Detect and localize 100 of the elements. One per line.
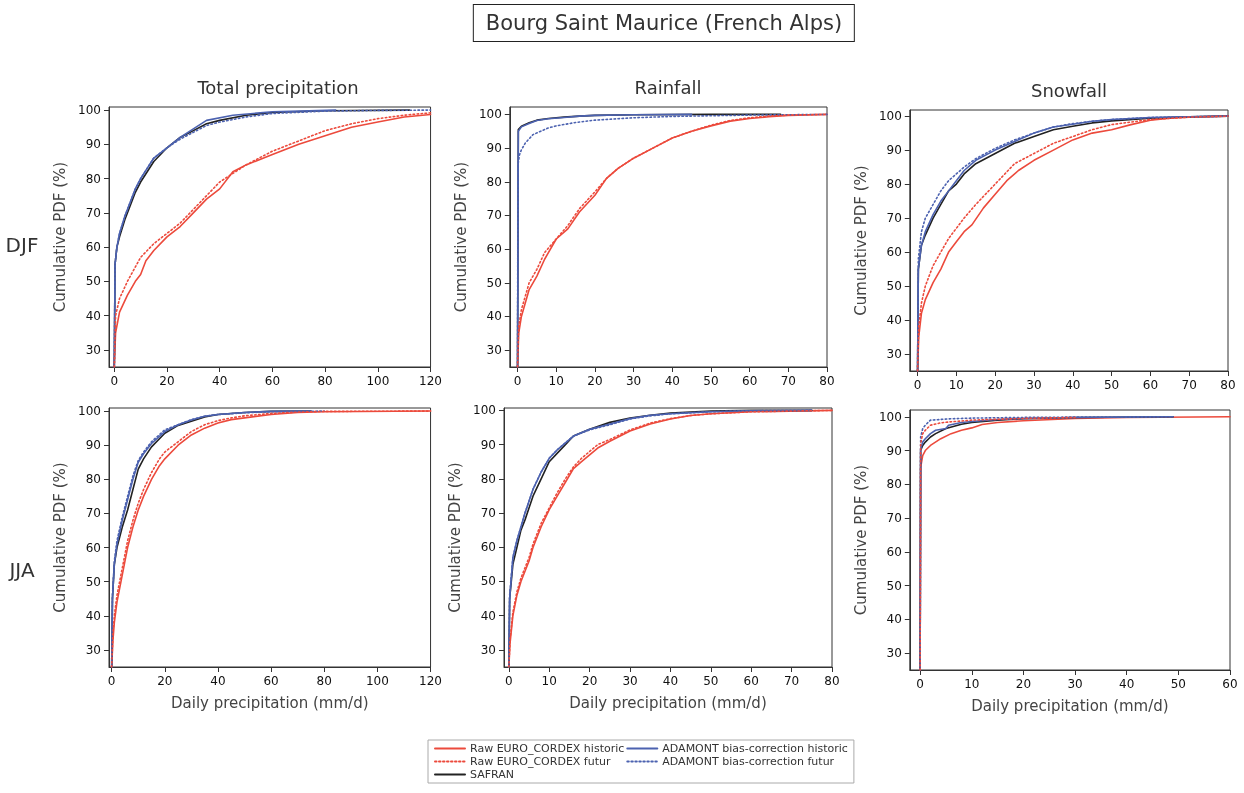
x-tick-label: 80 [824, 674, 840, 688]
x-tick-label: 60 [743, 674, 759, 688]
x-tick-label: 20 [1015, 677, 1032, 691]
x-tick-label: 60 [1142, 378, 1159, 392]
x-tick-label: 100 [366, 374, 390, 388]
y-tick-label: 30 [486, 343, 502, 358]
y-tick-label: 80 [85, 171, 101, 186]
y-tick-label: 40 [85, 608, 101, 623]
legend-label: Raw EURO_CORDEX historic [470, 742, 625, 755]
y-tick-label: 40 [486, 309, 502, 324]
y-axis-title: Cumulative PDF (%) [851, 165, 870, 316]
y-tick-label: 90 [480, 437, 496, 452]
x-tick-label: 80 [316, 674, 332, 688]
y-tick-label: 100 [478, 107, 502, 122]
y-axis-title: Cumulative PDF (%) [851, 464, 870, 616]
y-tick-label: 50 [886, 279, 902, 294]
legend-label: ADAMONT bias-correction futur [662, 755, 835, 768]
y-tick-label: 70 [85, 205, 101, 220]
y-tick-label: 60 [886, 245, 902, 260]
legend-label: Raw EURO_CORDEX futur [470, 755, 611, 768]
y-tick-label: 80 [85, 472, 101, 487]
x-tick-label: 120 [419, 674, 442, 688]
y-axis-title: Cumulative PDF (%) [445, 462, 464, 613]
y-tick-label: 90 [886, 143, 902, 158]
y-axis-title: Cumulative PDF (%) [451, 161, 470, 313]
chart-title: Total precipitation [196, 76, 359, 98]
y-tick-label: 40 [886, 313, 902, 328]
y-tick-label: 60 [85, 240, 101, 255]
x-tick-label: 0 [110, 374, 119, 388]
legend-label: SAFRAN [470, 768, 514, 781]
y-tick-label: 40 [85, 308, 101, 323]
y-axis-title: Cumulative PDF (%) [50, 161, 69, 313]
x-tick-label: 40 [1065, 378, 1081, 392]
y-tick-label: 80 [886, 477, 902, 492]
x-tick-label: 20 [581, 674, 598, 688]
x-tick-label: 40 [1119, 677, 1135, 691]
y-axis-title: Cumulative PDF (%) [50, 462, 69, 613]
x-axis-title: Daily precipitation (mm/d) [171, 693, 369, 712]
x-tick-label: 60 [263, 674, 279, 688]
x-tick-label: 40 [212, 374, 228, 388]
x-tick-label: 10 [548, 374, 564, 388]
x-tick-label: 20 [157, 674, 173, 688]
y-tick-label: 30 [85, 642, 101, 657]
y-tick-label: 90 [85, 438, 101, 453]
x-tick-label: 40 [210, 674, 226, 688]
y-tick-label: 70 [886, 211, 902, 226]
text: JJA [9, 558, 35, 582]
y-tick-label: 100 [473, 403, 496, 418]
x-tick-label: 30 [1026, 378, 1042, 392]
x-tick-label: 30 [625, 374, 642, 388]
x-tick-label: 120 [419, 374, 442, 388]
y-tick-label: 40 [886, 612, 902, 627]
x-axis-title: Daily precipitation (mm/d) [971, 696, 1169, 715]
y-tick-label: 90 [85, 137, 101, 152]
x-tick-label: 0 [916, 677, 924, 691]
x-tick-label: 30 [622, 674, 638, 688]
x-tick-label: 50 [703, 374, 719, 388]
y-tick-label: 70 [85, 506, 101, 521]
x-tick-label: 40 [664, 374, 680, 388]
y-tick-label: 30 [886, 347, 902, 362]
y-tick-label: 100 [78, 103, 101, 118]
x-tick-label: 50 [1170, 677, 1186, 691]
x-tick-label: 60 [741, 374, 758, 388]
x-tick-label: 0 [505, 674, 513, 688]
x-tick-label: 30 [1067, 677, 1083, 691]
x-axis-title: Daily precipitation (mm/d) [569, 693, 767, 712]
x-tick-label: 20 [587, 374, 603, 388]
y-tick-label: 30 [85, 342, 101, 357]
x-tick-label: 20 [987, 378, 1003, 392]
text: Bourg Saint Maurice (French Alps) [472, 4, 856, 42]
y-tick-label: 80 [886, 177, 902, 192]
x-tick-label: 80 [1220, 378, 1236, 392]
y-tick-label: 50 [886, 578, 902, 593]
y-tick-label: 70 [480, 506, 496, 521]
y-tick-label: 80 [486, 174, 502, 189]
x-tick-label: 0 [913, 378, 922, 392]
y-tick-label: 90 [886, 443, 902, 458]
chart-title: Rainfall [634, 76, 702, 98]
x-tick-label: 70 [780, 374, 796, 388]
y-tick-label: 60 [480, 540, 496, 555]
x-tick-label: 50 [1103, 378, 1120, 392]
y-tick-label: 80 [480, 471, 496, 486]
y-tick-label: 50 [85, 274, 101, 289]
x-tick-label: 0 [107, 674, 116, 688]
y-tick-label: 100 [78, 404, 101, 419]
y-tick-label: 70 [486, 208, 502, 223]
y-tick-label: 60 [85, 540, 101, 555]
y-tick-label: 40 [480, 608, 496, 623]
y-tick-label: 50 [486, 275, 502, 290]
y-tick-label: 90 [486, 141, 502, 156]
x-tick-label: 60 [1222, 677, 1238, 691]
y-tick-label: 30 [886, 646, 902, 661]
x-tick-label: 50 [703, 674, 719, 688]
y-tick-label: 100 [878, 409, 902, 424]
legend-label: ADAMONT bias-correction historic [662, 742, 848, 755]
chart-title: Snowfall [1031, 79, 1107, 101]
x-tick-label: 10 [541, 674, 557, 688]
y-tick-label: 60 [486, 242, 502, 257]
text: DJF [5, 233, 39, 257]
x-tick-label: 70 [783, 674, 800, 688]
